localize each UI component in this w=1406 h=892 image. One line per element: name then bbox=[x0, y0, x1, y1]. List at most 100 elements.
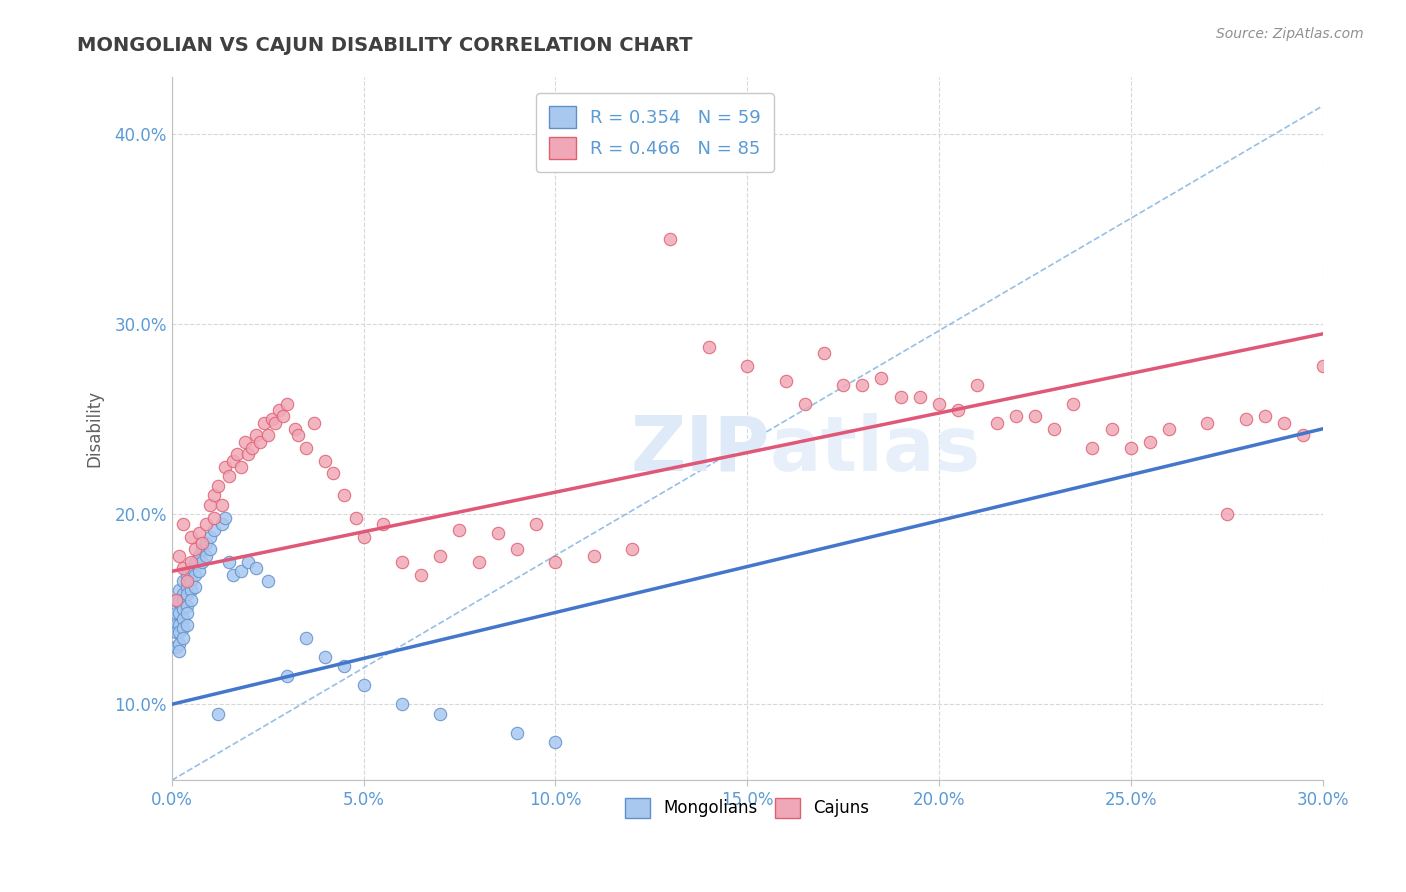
Point bbox=[214, 511, 236, 525]
Point bbox=[165, 625, 187, 640]
Point bbox=[1139, 435, 1161, 450]
Point bbox=[184, 568, 207, 582]
Point bbox=[391, 555, 413, 569]
Point bbox=[176, 587, 198, 601]
Point bbox=[1159, 422, 1181, 436]
Point bbox=[524, 516, 547, 531]
Point bbox=[287, 427, 309, 442]
Point bbox=[908, 390, 931, 404]
Point bbox=[172, 612, 194, 626]
Point bbox=[1024, 409, 1046, 423]
Point bbox=[986, 416, 1008, 430]
Point bbox=[176, 606, 198, 620]
Point bbox=[165, 592, 187, 607]
Point bbox=[172, 602, 194, 616]
Point bbox=[169, 606, 191, 620]
Point bbox=[195, 549, 218, 563]
Point bbox=[187, 549, 209, 563]
Point bbox=[1215, 508, 1237, 522]
Point bbox=[207, 706, 229, 721]
Point bbox=[238, 555, 260, 569]
Point bbox=[890, 390, 912, 404]
Point bbox=[218, 469, 240, 483]
Point bbox=[659, 232, 682, 246]
Point bbox=[176, 599, 198, 613]
Point bbox=[198, 498, 221, 512]
Point bbox=[218, 555, 240, 569]
Point bbox=[176, 580, 198, 594]
Point bbox=[333, 659, 356, 673]
Point bbox=[176, 574, 198, 588]
Point bbox=[176, 568, 198, 582]
Point bbox=[226, 446, 249, 460]
Point bbox=[240, 441, 263, 455]
Point bbox=[1081, 441, 1104, 455]
Point bbox=[1254, 409, 1277, 423]
Point bbox=[276, 669, 298, 683]
Point bbox=[184, 555, 207, 569]
Point bbox=[222, 454, 245, 468]
Point bbox=[172, 516, 194, 531]
Point bbox=[544, 555, 567, 569]
Point bbox=[697, 340, 720, 354]
Point bbox=[202, 523, 225, 537]
Point bbox=[195, 516, 218, 531]
Point bbox=[333, 488, 356, 502]
Point bbox=[172, 631, 194, 645]
Point bbox=[391, 698, 413, 712]
Point bbox=[1119, 441, 1142, 455]
Point bbox=[506, 726, 529, 740]
Text: MONGOLIAN VS CAJUN DISABILITY CORRELATION CHART: MONGOLIAN VS CAJUN DISABILITY CORRELATIO… bbox=[77, 36, 693, 54]
Point bbox=[165, 606, 187, 620]
Point bbox=[245, 427, 267, 442]
Point bbox=[322, 466, 344, 480]
Point bbox=[832, 378, 855, 392]
Point bbox=[238, 446, 260, 460]
Point bbox=[870, 370, 893, 384]
Point bbox=[191, 555, 214, 569]
Point bbox=[582, 549, 605, 563]
Text: ZIP: ZIP bbox=[631, 413, 770, 487]
Legend: Mongolians, Cajuns: Mongolians, Cajuns bbox=[619, 791, 876, 825]
Point bbox=[260, 412, 283, 426]
Point bbox=[245, 560, 267, 574]
Point bbox=[966, 378, 988, 392]
Point bbox=[180, 555, 202, 569]
Point bbox=[169, 583, 191, 598]
Point bbox=[172, 592, 194, 607]
Point bbox=[264, 416, 287, 430]
Point bbox=[172, 587, 194, 601]
Point bbox=[1197, 416, 1219, 430]
Point bbox=[180, 530, 202, 544]
Point bbox=[222, 568, 245, 582]
Point bbox=[449, 523, 471, 537]
Point bbox=[1312, 359, 1334, 374]
Point bbox=[1292, 427, 1315, 442]
Point bbox=[353, 530, 375, 544]
Point bbox=[191, 536, 214, 550]
Point bbox=[271, 409, 294, 423]
Point bbox=[169, 592, 191, 607]
Point bbox=[411, 568, 433, 582]
Point bbox=[202, 511, 225, 525]
Point bbox=[180, 560, 202, 574]
Point bbox=[314, 649, 336, 664]
Point bbox=[1101, 422, 1123, 436]
Point bbox=[180, 574, 202, 588]
Point bbox=[269, 402, 291, 417]
Point bbox=[429, 706, 451, 721]
Point bbox=[851, 378, 873, 392]
Point bbox=[169, 625, 191, 640]
Point bbox=[202, 488, 225, 502]
Point bbox=[1043, 422, 1066, 436]
Text: atlas: atlas bbox=[770, 413, 981, 487]
Point bbox=[187, 526, 209, 541]
Point bbox=[169, 549, 191, 563]
Point bbox=[180, 583, 202, 598]
Point bbox=[172, 621, 194, 635]
Point bbox=[506, 541, 529, 556]
Point bbox=[191, 541, 214, 556]
Point bbox=[165, 592, 187, 607]
Point bbox=[371, 516, 394, 531]
Point bbox=[214, 459, 236, 474]
